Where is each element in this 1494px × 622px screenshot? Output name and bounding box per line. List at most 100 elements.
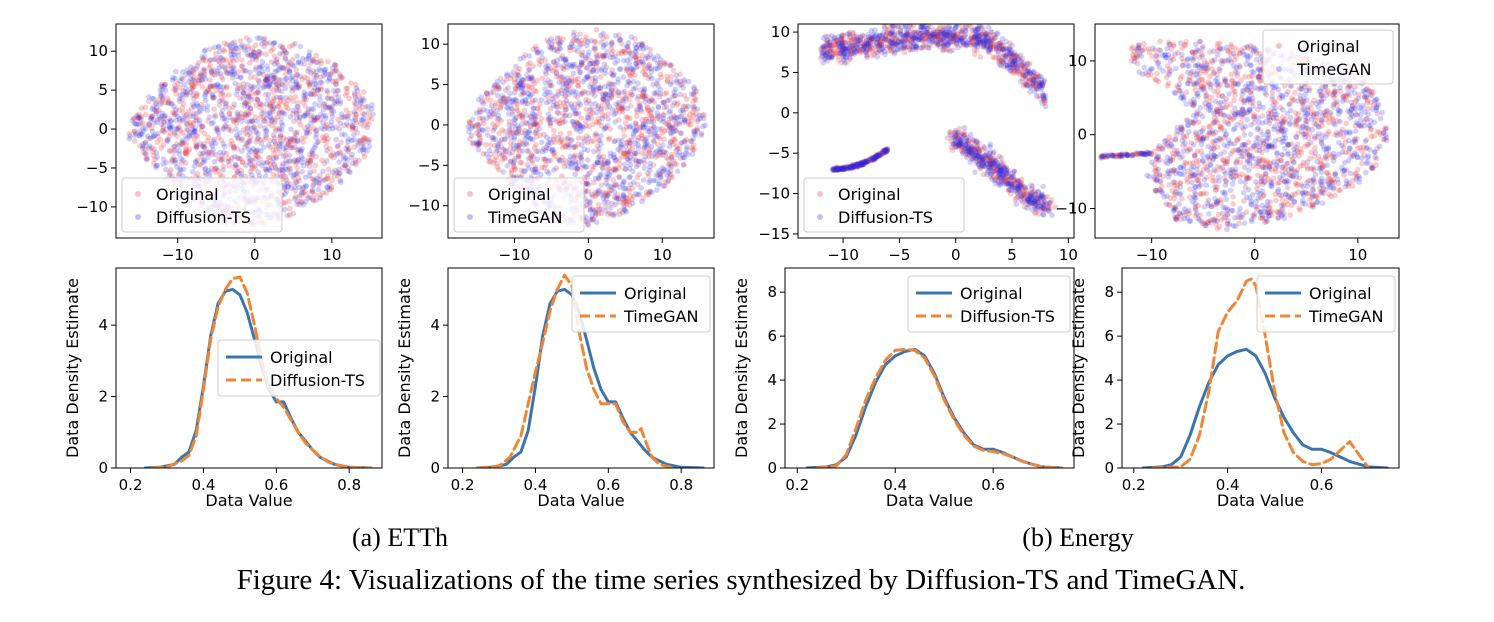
scatter-point-synthetic xyxy=(534,169,541,175)
scatter-point-synthetic xyxy=(568,41,575,47)
scatter-point-original xyxy=(498,101,504,107)
scatter-point-synthetic xyxy=(630,131,636,137)
scatter-point-original xyxy=(318,86,324,93)
scatter-point-synthetic xyxy=(620,90,626,96)
scatter-point-original xyxy=(491,142,498,149)
scatter-point-synthetic xyxy=(245,151,252,158)
scatter-point-synthetic xyxy=(159,113,165,119)
scatter-point-synthetic xyxy=(627,181,634,188)
y-tick-label-1-3: 5 xyxy=(430,76,440,94)
scatter-point-original xyxy=(612,167,618,173)
scatter-point-original xyxy=(229,75,236,81)
scatter-point-synthetic xyxy=(364,147,371,154)
scatter-point-original xyxy=(475,142,482,148)
scatter-point-synthetic xyxy=(690,136,697,142)
scatter-point-synthetic xyxy=(582,76,588,83)
scatter-point-synthetic xyxy=(660,168,667,175)
scatter-point-synthetic xyxy=(644,135,650,141)
scatter-point-original xyxy=(622,88,628,95)
scatter-point-original xyxy=(212,165,219,172)
scatter-point-original xyxy=(676,145,682,151)
scatter-point-original xyxy=(671,160,678,167)
scatter-point-original xyxy=(599,112,606,118)
scatter-point-synthetic xyxy=(630,125,637,132)
scatter-point-synthetic xyxy=(167,124,174,131)
scatter-point-original xyxy=(592,46,598,53)
scatter-point-synthetic xyxy=(667,124,673,131)
scatter-point-original xyxy=(513,114,520,121)
scatter-point-synthetic xyxy=(520,85,526,91)
scatter-point-original xyxy=(558,138,564,144)
scatter-point-original xyxy=(272,117,279,123)
scatter-point-synthetic xyxy=(612,157,619,164)
scatter-point-synthetic xyxy=(660,115,667,122)
scatter-point-synthetic xyxy=(570,88,577,94)
scatter-point-original xyxy=(580,41,586,47)
scatter-point-synthetic xyxy=(281,153,287,159)
scatter-point-original xyxy=(671,112,677,119)
scatter-point-synthetic xyxy=(220,167,227,173)
scatter-point-original xyxy=(288,143,294,149)
scatter-point-synthetic xyxy=(654,133,660,140)
scatter-point-synthetic xyxy=(234,87,241,94)
scatter-point-original xyxy=(281,48,288,54)
scatter-point-original xyxy=(286,165,293,171)
scatter-point-synthetic xyxy=(234,169,240,175)
scatter-point-synthetic xyxy=(626,61,633,67)
scatter-point-original xyxy=(506,118,513,124)
scatter-point-synthetic xyxy=(251,124,257,130)
scatter-point-original xyxy=(560,140,566,146)
scatter-point-original xyxy=(532,115,539,121)
scatter-point-original xyxy=(937,37,944,44)
scatter-point-original xyxy=(585,111,592,118)
scatter-point-original xyxy=(510,69,517,75)
scatter-point-synthetic xyxy=(298,149,304,155)
scatter-point-original xyxy=(572,124,578,130)
scatter-point-synthetic xyxy=(479,115,486,121)
scatter-point-synthetic xyxy=(637,158,643,165)
scatter-point-original xyxy=(545,116,551,123)
scatter-point-original xyxy=(563,112,569,119)
scatter-point-synthetic xyxy=(577,154,584,161)
scatter-point-original xyxy=(245,110,252,117)
scatter-point-synthetic xyxy=(341,156,347,162)
scatter-point-synthetic xyxy=(656,126,662,132)
scatter-point-synthetic xyxy=(651,124,658,131)
scatter-point-synthetic xyxy=(165,100,172,107)
scatter-point-original xyxy=(534,77,541,84)
scatter-point-original xyxy=(518,92,524,98)
legend-marker-original xyxy=(135,191,141,197)
scatter-point-original xyxy=(1048,197,1055,203)
scatter-point-synthetic xyxy=(165,119,171,125)
scatter-point-original xyxy=(255,77,262,84)
scatter-point-original xyxy=(516,142,522,149)
scatter-point-original xyxy=(609,81,616,87)
scatter-point-synthetic xyxy=(202,91,209,98)
scatter-point-original xyxy=(282,152,289,159)
scatter-point-original xyxy=(659,112,666,118)
scatter-point-synthetic xyxy=(649,75,655,82)
scatter-point-original xyxy=(626,97,632,103)
scatter-point-synthetic xyxy=(519,148,526,154)
scatter-point-original xyxy=(618,104,625,111)
scatter-point-original xyxy=(140,150,147,156)
scatter-point-synthetic xyxy=(589,212,595,219)
scatter-point-synthetic xyxy=(179,139,186,146)
scatter-point-original xyxy=(136,116,142,122)
scatter-point-synthetic xyxy=(232,80,238,87)
scatter-point-synthetic xyxy=(548,44,554,50)
scatter-point-synthetic xyxy=(578,59,585,65)
scatter-point-original xyxy=(532,119,539,126)
scatter-point-original xyxy=(559,74,566,80)
scatter-point-original xyxy=(503,98,510,104)
scatter-point-original xyxy=(205,134,212,141)
scatter-point-synthetic xyxy=(286,152,293,159)
scatter-point-original xyxy=(361,123,367,129)
scatter-point-original xyxy=(221,48,228,54)
scatter-point-original xyxy=(617,161,624,167)
scatter-point-synthetic xyxy=(165,138,171,144)
scatter-point-synthetic xyxy=(587,207,594,214)
scatter-point-original xyxy=(880,147,887,154)
scatter-point-original xyxy=(208,165,215,172)
scatter-point-synthetic xyxy=(530,121,537,127)
